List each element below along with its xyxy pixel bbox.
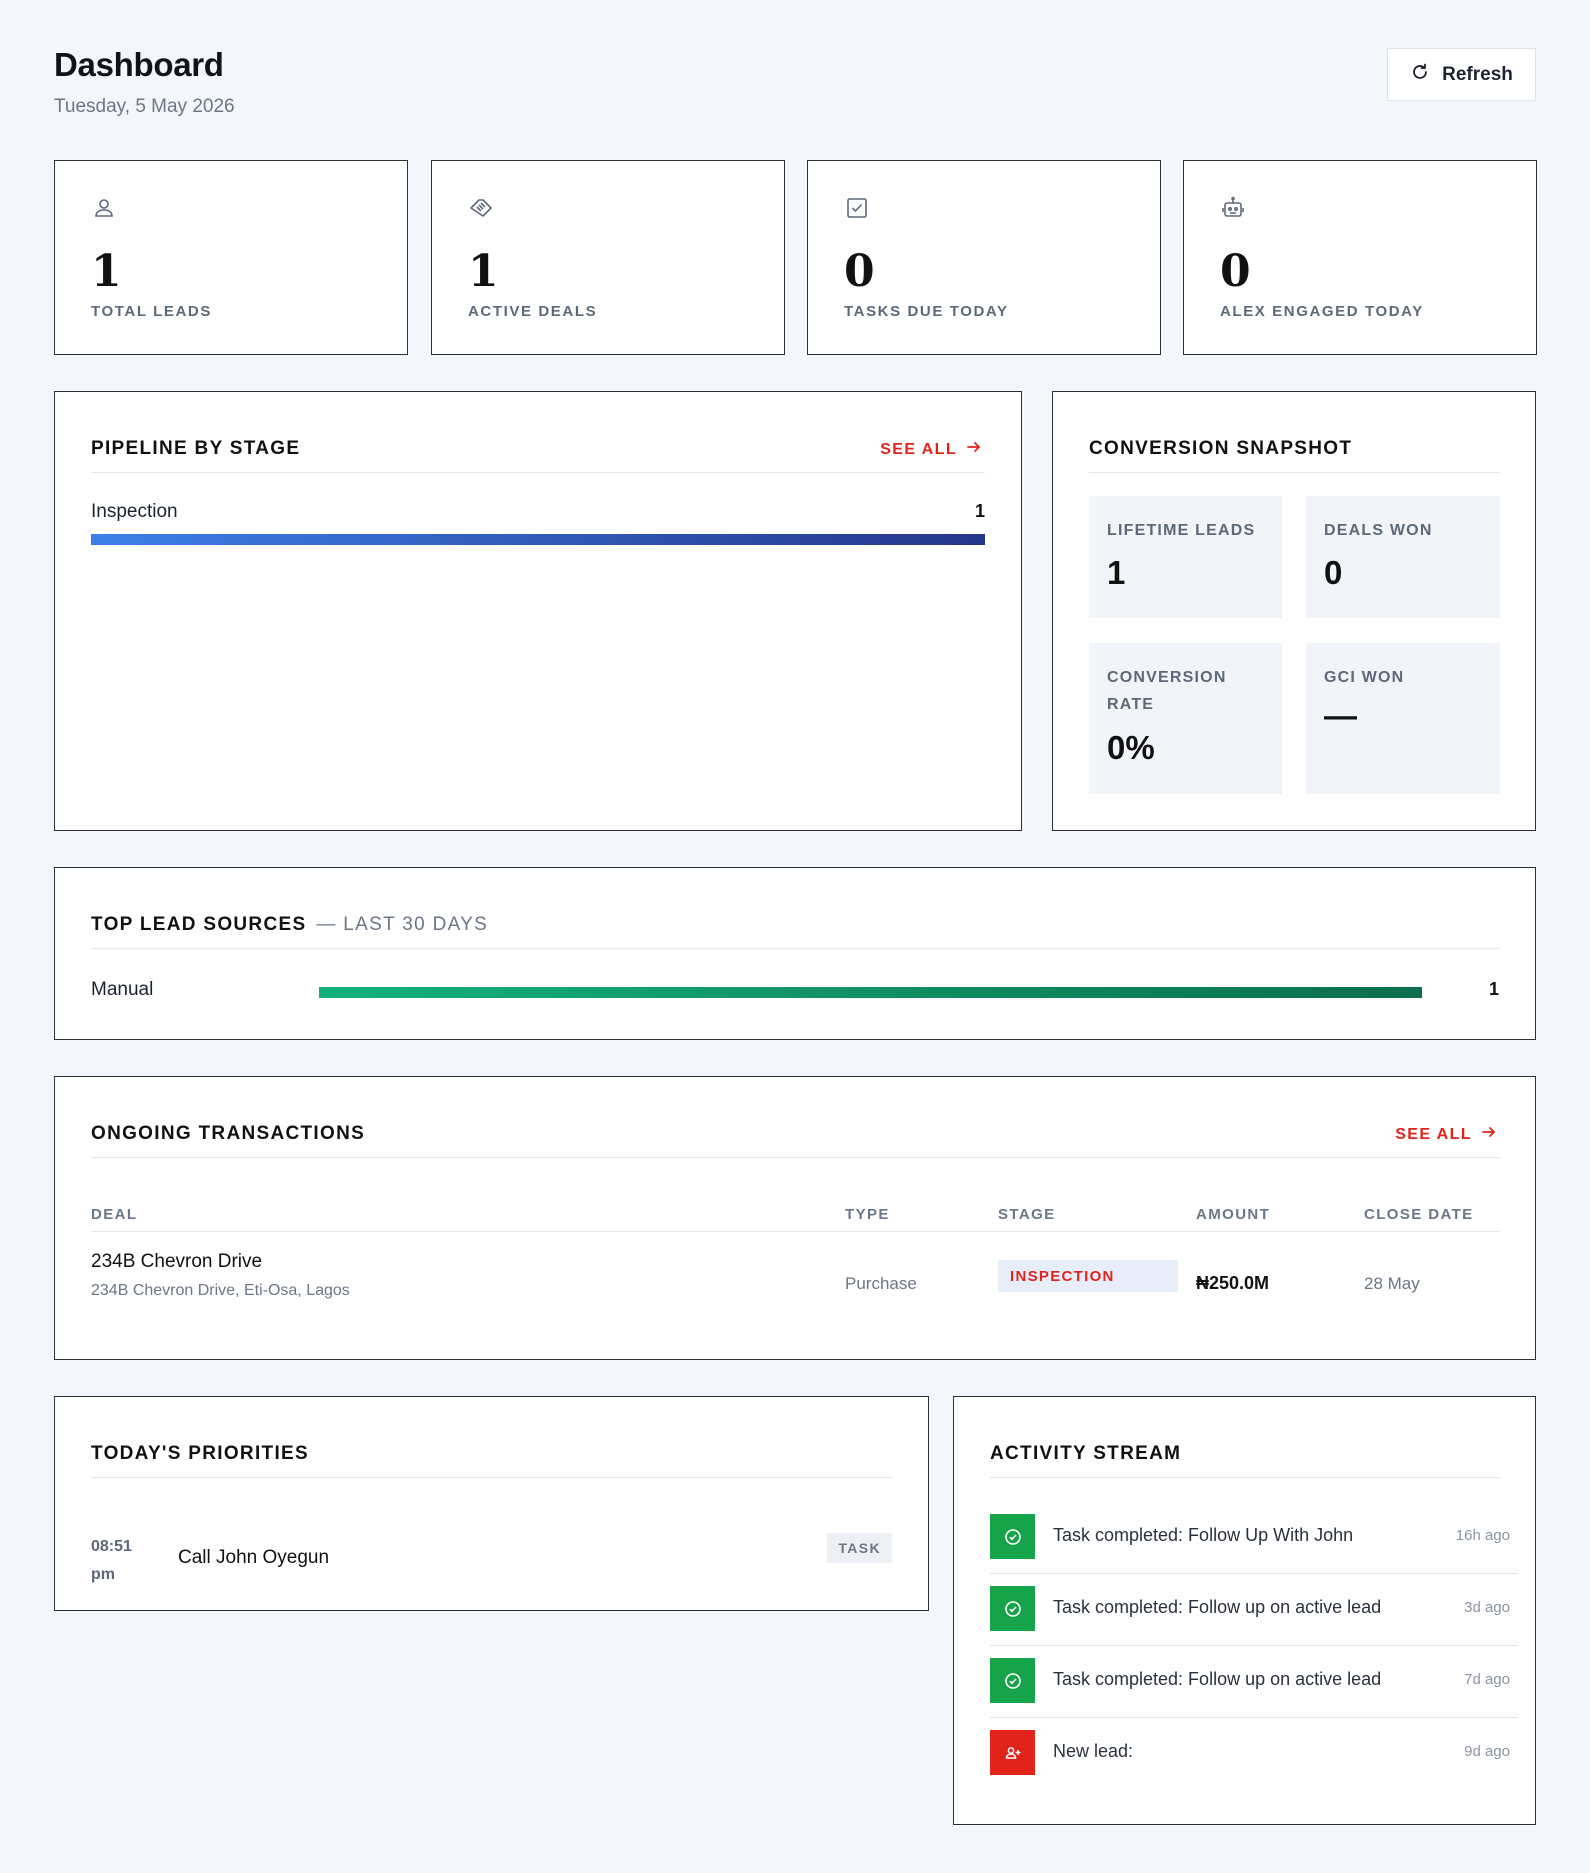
activity-time: 16h ago <box>1455 1527 1510 1544</box>
stat-label: TASKS DUE TODAY <box>844 303 1009 320</box>
kpi-conversion-rate: CONVERSION RATE 0% <box>1089 643 1282 794</box>
lead-sources-card: TOP LEAD SOURCES — LAST 30 DAYS Manual 1 <box>54 867 1536 1040</box>
source-bar <box>319 987 1422 998</box>
kpi-deals-won: DEALS WON 0 <box>1306 496 1500 618</box>
activity-title: ACTIVITY STREAM <box>990 1443 1182 1464</box>
activity-item[interactable]: New lead: 9d ago <box>990 1730 1510 1802</box>
refresh-button[interactable]: Refresh <box>1387 48 1536 101</box>
kpi-value: 0 <box>1324 554 1343 591</box>
deal-name[interactable]: 234B Chevron Drive <box>91 1251 263 1272</box>
refresh-icon <box>1410 62 1430 88</box>
person-icon <box>91 195 117 221</box>
pipeline-card: PIPELINE BY STAGE SEE ALL Inspection 1 <box>54 391 1022 831</box>
activity-item[interactable]: Task completed: Follow Up With John 16h … <box>990 1514 1518 1586</box>
divider <box>990 1645 1518 1646</box>
check-circle-icon <box>990 1586 1035 1631</box>
stat-value: 1 <box>468 246 499 297</box>
robot-icon <box>1220 195 1246 221</box>
conversion-card: CONVERSION SNAPSHOT LIFETIME LEADS 1 DEA… <box>1052 391 1536 831</box>
stat-label: ACTIVE DEALS <box>468 303 598 320</box>
divider <box>91 472 985 473</box>
source-label: Manual <box>91 979 154 1000</box>
check-circle-icon <box>990 1514 1035 1559</box>
page-date: Tuesday, 5 May 2026 <box>54 96 235 117</box>
transactions-see-all-link[interactable]: SEE ALL <box>1395 1124 1497 1145</box>
priority-time: 08:51 pm <box>91 1538 132 1583</box>
transactions-title: ONGOING TRANSACTIONS <box>91 1123 366 1144</box>
stat-value: 0 <box>1220 246 1251 297</box>
divider <box>990 1573 1518 1574</box>
handshake-icon <box>468 195 494 221</box>
column-header-stage: STAGE <box>998 1206 1056 1223</box>
divider <box>1089 472 1499 473</box>
source-count: 1 <box>1488 979 1499 999</box>
column-header-amount: AMOUNT <box>1196 1206 1271 1223</box>
arrow-right-icon <box>966 439 982 460</box>
pipeline-title: PIPELINE BY STAGE <box>91 438 301 459</box>
stat-card-total-leads: 1 TOTAL LEADS <box>54 160 408 355</box>
activity-time: 7d ago <box>1464 1671 1510 1688</box>
activity-text: New lead: <box>1053 1741 1134 1761</box>
divider <box>91 1231 1499 1232</box>
activity-text: Task completed: Follow Up With John <box>1053 1525 1354 1545</box>
stat-value: 1 <box>91 246 122 297</box>
divider <box>91 948 1499 949</box>
conversion-title: CONVERSION SNAPSHOT <box>1089 438 1353 459</box>
user-plus-icon <box>990 1730 1035 1775</box>
kpi-value: 1 <box>1107 554 1126 591</box>
stat-label: ALEX ENGAGED TODAY <box>1220 303 1424 320</box>
stage-label: Inspection <box>91 501 178 522</box>
kpi-label: DEALS WON <box>1324 522 1433 539</box>
page-title: Dashboard <box>54 46 224 83</box>
pipeline-see-all-link[interactable]: SEE ALL <box>880 439 982 460</box>
activity-text: Task completed: Follow up on active lead <box>1053 1597 1382 1617</box>
stage-bar <box>91 534 985 545</box>
see-all-label: SEE ALL <box>880 440 957 458</box>
stage-count: 1 <box>974 501 985 521</box>
kpi-label: LIFETIME LEADS <box>1107 522 1256 539</box>
divider <box>91 1157 1499 1158</box>
kpi-value: — <box>1324 697 1357 734</box>
refresh-label: Refresh <box>1442 63 1513 85</box>
kpi-label: GCI WON <box>1324 669 1405 686</box>
kpi-gci-won: GCI WON — <box>1306 643 1500 794</box>
deal-close-date: 28 May <box>1364 1274 1420 1293</box>
priorities-title: TODAY'S PRIORITIES <box>91 1443 309 1464</box>
priorities-card: TODAY'S PRIORITIES 08:51 pm Call John Oy… <box>54 1396 929 1611</box>
kpi-lifetime-leads: LIFETIME LEADS 1 <box>1089 496 1282 618</box>
priority-title[interactable]: Call John Oyegun <box>178 1547 330 1568</box>
arrow-right-icon <box>1481 1124 1497 1145</box>
divider <box>91 1477 892 1478</box>
lead-sources-title: TOP LEAD SOURCES <box>91 914 307 935</box>
deal-type: Purchase <box>845 1274 917 1293</box>
column-header-close-date: CLOSE DATE <box>1364 1206 1474 1223</box>
stat-card-tasks-due: 0 TASKS DUE TODAY <box>807 160 1161 355</box>
kpi-label: CONVERSION RATE <box>1107 669 1227 713</box>
priority-type-badge: TASK <box>827 1533 892 1563</box>
stat-card-active-deals: 1 ACTIVE DEALS <box>431 160 785 355</box>
activity-time: 3d ago <box>1464 1599 1510 1616</box>
stat-card-alex-engaged: 0 ALEX ENGAGED TODAY <box>1183 160 1537 355</box>
checkbox-icon <box>844 195 870 221</box>
deal-amount: ₦250.0M <box>1196 1273 1270 1293</box>
column-header-deal: DEAL <box>91 1206 138 1223</box>
stat-label: TOTAL LEADS <box>91 303 212 320</box>
activity-item[interactable]: Task completed: Follow up on active lead… <box>990 1658 1518 1730</box>
lead-sources-subtitle: — LAST 30 DAYS <box>316 914 489 935</box>
activity-time: 9d ago <box>1464 1743 1510 1760</box>
divider <box>990 1477 1499 1478</box>
deal-address: 234B Chevron Drive, Eti-Osa, Lagos <box>91 1282 350 1299</box>
transactions-card: ONGOING TRANSACTIONS SEE ALL DEAL TYPE S… <box>54 1076 1536 1360</box>
divider <box>990 1717 1518 1718</box>
activity-card: ACTIVITY STREAM Task completed: Follow U… <box>953 1396 1536 1825</box>
activity-item[interactable]: Task completed: Follow up on active lead… <box>990 1586 1518 1658</box>
stat-value: 0 <box>844 246 875 297</box>
see-all-label: SEE ALL <box>1395 1125 1472 1143</box>
check-circle-icon <box>990 1658 1035 1703</box>
activity-text: Task completed: Follow up on active lead <box>1053 1669 1382 1689</box>
column-header-type: TYPE <box>845 1206 890 1223</box>
kpi-value: 0% <box>1107 729 1155 766</box>
stage-badge: INSPECTION <box>998 1260 1178 1292</box>
